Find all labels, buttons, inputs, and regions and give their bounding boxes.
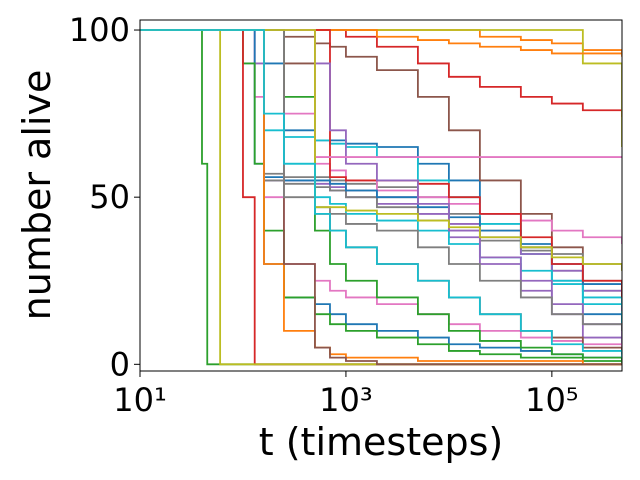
y-tick-label: 100	[69, 11, 130, 49]
series-line	[140, 29, 622, 348]
series-line	[140, 29, 622, 55]
y-tick-label: 0	[110, 345, 130, 383]
series-line	[140, 29, 622, 355]
series-line	[140, 29, 622, 311]
series-line	[140, 29, 622, 361]
series-line	[140, 29, 622, 271]
series-line	[140, 29, 622, 355]
plot-frame	[139, 19, 623, 372]
series-line	[140, 29, 622, 305]
series-line	[140, 29, 622, 308]
series-line	[140, 29, 622, 117]
series-line	[140, 29, 622, 244]
x-tick-label: 10⁵	[525, 381, 579, 419]
series-line	[140, 29, 622, 298]
series-line	[140, 29, 622, 358]
x-tick-label: 10³	[319, 381, 373, 419]
series-line	[140, 29, 622, 158]
x-tick-label: 10¹	[113, 381, 167, 419]
series-line	[140, 29, 622, 361]
series-line	[140, 29, 622, 57]
y-tick-label: 50	[89, 178, 130, 216]
plot-lines	[140, 29, 622, 366]
x-axis-label: t (timesteps)	[259, 420, 503, 464]
y-axis-label: number alive	[15, 70, 59, 321]
series-line	[140, 29, 622, 271]
